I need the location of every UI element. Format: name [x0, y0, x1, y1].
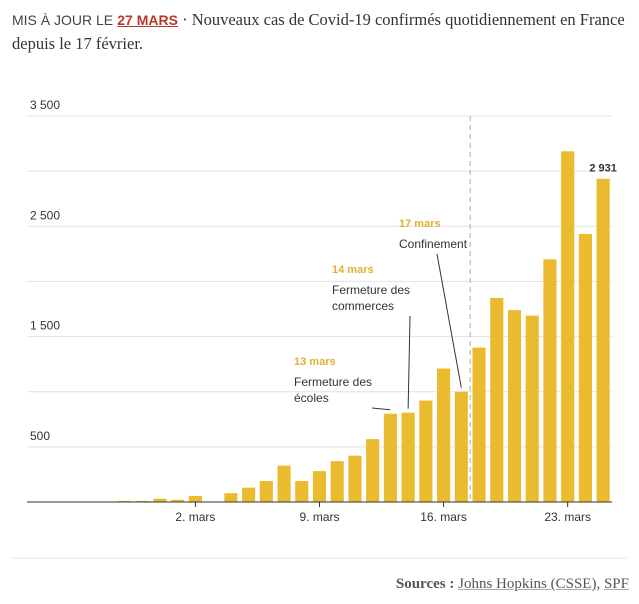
bar: [153, 498, 167, 502]
title: · Nouveaux cas de Covid-19 confirmés quo…: [12, 10, 625, 53]
annotation-date: 17 mars: [399, 218, 441, 230]
bar: [348, 455, 362, 502]
bar: [596, 178, 610, 503]
bar: [383, 413, 397, 502]
x-tick-label: 2. mars: [175, 510, 215, 524]
bar: [188, 495, 202, 502]
annotation-date: 14 mars: [332, 264, 374, 276]
bar: [437, 368, 451, 502]
x-tick-label: 16. mars: [420, 510, 467, 524]
bar: [543, 259, 557, 502]
sources: Sources : Johns Hopkins (CSSE), SPF: [396, 576, 629, 593]
bar: [312, 471, 327, 502]
annotation-text: Fermeture des: [332, 283, 410, 297]
annotation-text: écoles: [294, 391, 329, 405]
bar: [259, 481, 273, 502]
bar: [330, 461, 344, 502]
y-tick-label: 1 500: [30, 319, 60, 333]
bar: [525, 315, 539, 502]
separator: ,: [596, 576, 601, 592]
update-date[interactable]: 27 MARS: [117, 12, 178, 28]
annotation-date: 13 mars: [294, 356, 336, 368]
annotation-leader: [436, 253, 462, 388]
update-prefix: MIS À JOUR LE: [12, 12, 114, 28]
x-tick-label: 9. mars: [299, 510, 339, 524]
bar: [242, 487, 256, 502]
annotation-leader: [371, 407, 391, 411]
bar: [401, 412, 415, 502]
bar: [224, 493, 238, 502]
source-link[interactable]: SPF: [603, 576, 629, 592]
y-tick-label: 500: [30, 429, 50, 443]
header: MIS À JOUR LE 27 MARS · Nouveaux cas de …: [12, 8, 627, 56]
y-tick-label: 2 500: [30, 208, 60, 222]
bar: [366, 439, 380, 502]
bar: [490, 297, 504, 502]
x-tick-label: 23. mars: [544, 510, 591, 524]
bar: [277, 465, 291, 502]
bar: [454, 391, 468, 502]
bar: [171, 499, 185, 502]
value-label: 2 931: [589, 163, 617, 175]
y-tick-label: 3 500: [30, 98, 60, 112]
bar: [295, 481, 309, 502]
bar: [561, 151, 575, 502]
bar: [419, 400, 433, 502]
bar: [578, 234, 592, 502]
bar: [507, 310, 522, 502]
source-link[interactable]: Johns Hopkins (CSSE): [458, 576, 597, 592]
bar: [135, 500, 149, 502]
sources-label: Sources :: [395, 576, 455, 592]
annotation-text: Confinement: [399, 237, 468, 251]
annotation-leader: [407, 315, 411, 409]
bar: [472, 347, 486, 502]
annotation-text: Fermeture des: [294, 375, 372, 389]
annotation-text: commerces: [332, 299, 394, 313]
bar: [117, 500, 132, 502]
